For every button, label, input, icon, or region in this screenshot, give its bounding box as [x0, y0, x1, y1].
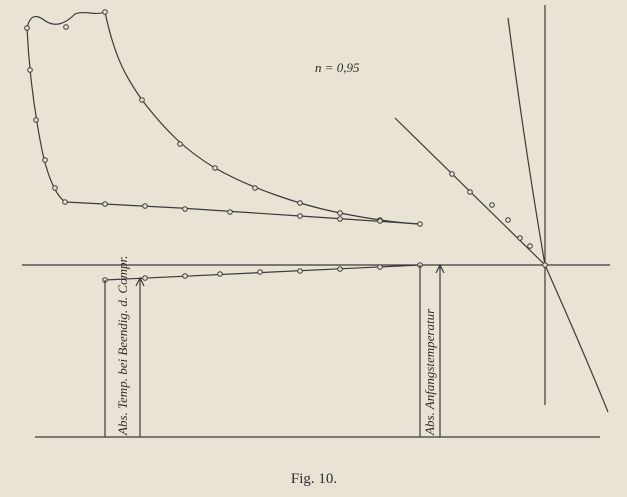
- construction-points: [449, 171, 548, 268]
- lower-curve: [544, 264, 609, 413]
- steep-curve: [507, 17, 546, 266]
- left-label: Abs. Temp. bei Beendig. d. Compr.: [115, 256, 130, 436]
- curve-points: [24, 9, 423, 227]
- arrow-head: [135, 276, 145, 287]
- compression-curve: [26, 11, 421, 225]
- arrow-head: [435, 263, 445, 274]
- caption: Fig. 10.: [291, 471, 337, 487]
- right-label: Abs. Anfangstemperatur: [422, 308, 437, 436]
- expansion-line: [64, 201, 421, 225]
- exponent-label: n = 0,95: [315, 60, 360, 75]
